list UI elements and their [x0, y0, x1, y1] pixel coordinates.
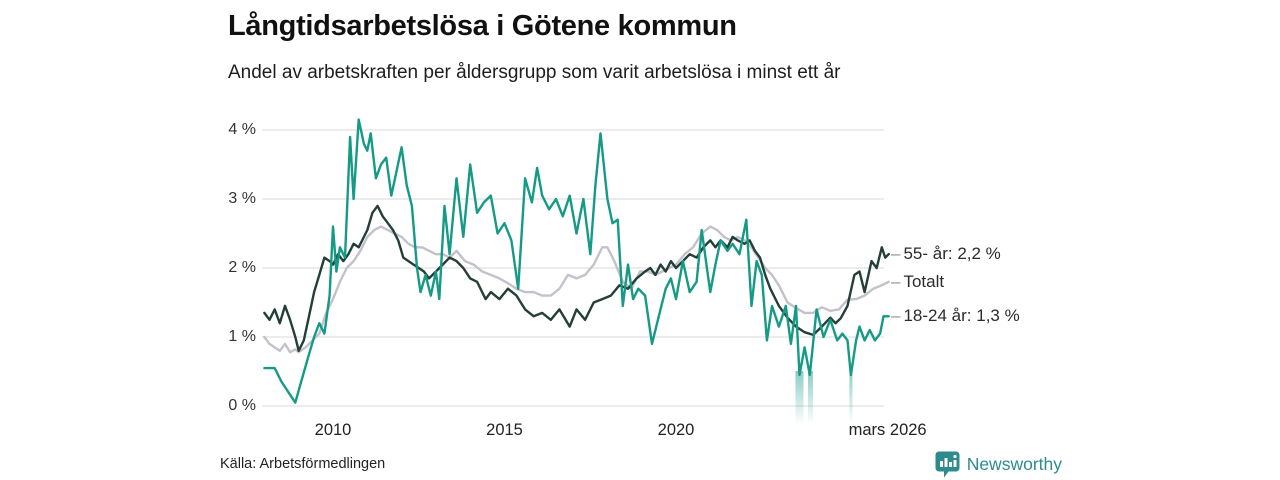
x-tick-label: mars 2026	[848, 421, 927, 439]
series-line-1824	[263, 118, 890, 404]
x-tick-label: 2015	[486, 421, 523, 439]
page-title: Långtidsarbetslösa i Götene kommun	[228, 10, 737, 42]
y-tick-label: 1 %	[228, 328, 256, 345]
newsworthy-logo[interactable]: Newsworthy	[935, 451, 1062, 478]
series-line-55	[263, 204, 890, 352]
series-line-totalt	[263, 225, 890, 354]
end-label-dash: –	[891, 306, 901, 326]
series-lines	[263, 118, 890, 404]
gridlines	[262, 129, 884, 407]
y-tick-label: 4 %	[228, 121, 256, 138]
source-note: Källa: Arbetsförmedlingen	[220, 456, 386, 472]
newsworthy-wordmark: Newsworthy	[966, 454, 1062, 474]
chart-subtitle: Andel av arbetskraften per åldersgrupp s…	[228, 62, 841, 83]
series-end-label-1824: –18-24 år: 1,3 %	[891, 305, 1020, 326]
fade-marker	[795, 371, 804, 424]
x-tick-label: 2010	[314, 421, 352, 439]
y-tick-label: 0 %	[228, 397, 256, 414]
y-tick-label: 2 %	[228, 259, 256, 276]
fade-marker	[849, 371, 853, 424]
end-label-text: Totalt	[903, 271, 945, 291]
series-end-label-55: –55- år: 2,2 %	[891, 243, 1001, 264]
fade-markers	[795, 371, 853, 424]
end-label-text: 18-24 år: 1,3 %	[903, 306, 1020, 326]
y-tick-label: 3 %	[228, 190, 256, 207]
x-tick-label: 2020	[657, 421, 695, 439]
series-end-label-totalt: – Totalt	[891, 271, 944, 292]
fade-marker	[807, 371, 813, 424]
end-label-text: 55- år: 2,2 %	[903, 244, 1001, 264]
newsworthy-icon	[935, 451, 960, 478]
end-label-dash: –	[891, 271, 901, 291]
end-label-dash: –	[891, 244, 901, 264]
